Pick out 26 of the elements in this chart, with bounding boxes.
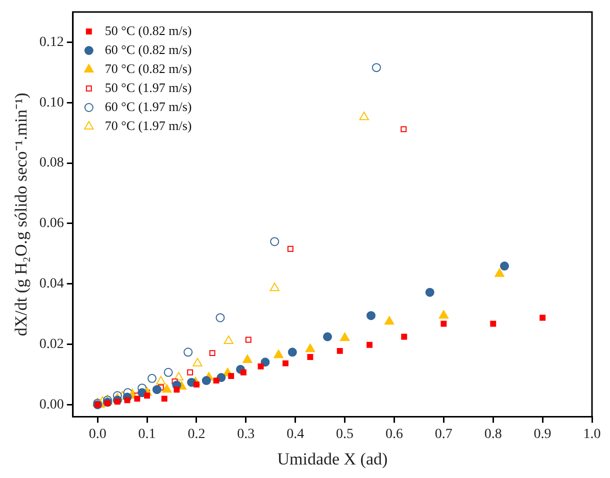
y-tick-label: 0.08 <box>39 156 64 171</box>
x-tick-label: 0.2 <box>188 426 206 442</box>
y-tick-label: 0.12 <box>39 34 64 50</box>
x-tick-label: 0.8 <box>484 426 502 442</box>
y-tick-label: 0.10 <box>39 95 64 110</box>
x-tick-label: 0.6 <box>386 426 403 442</box>
x-tick-label: 0.1 <box>138 426 156 442</box>
legend-label: 50 °C (1.97 m/s) <box>104 80 192 95</box>
y-axis-title: dX/dt (g H₂O.g sólido seco⁻¹.min⁻¹) <box>12 92 31 336</box>
x-tick-label: 0.0 <box>88 426 106 442</box>
y-tick-label: 0.04 <box>39 276 64 292</box>
x-tick-label: 0.3 <box>237 426 255 442</box>
legend-label: 70 °C (1.97 m/s) <box>104 118 192 133</box>
x-tick-label: 1.0 <box>583 426 601 442</box>
x-tick-label: 0.4 <box>286 426 304 442</box>
y-tick-label: 0.02 <box>39 336 64 352</box>
legend-label: 60 °C (1.97 m/s) <box>104 98 192 114</box>
x-tick-label: 0.5 <box>336 426 354 442</box>
y-tick-label: 0.00 <box>39 397 64 412</box>
x-tick-label: 0.9 <box>534 426 552 442</box>
x-axis-title: Umidade X (ad) <box>277 449 388 468</box>
legend-label: 60 °C (0.82 m/s) <box>104 42 192 57</box>
x-tick-label: 0.7 <box>434 426 452 442</box>
legend-label: 50 °C (0.82 m/s) <box>104 22 192 38</box>
y-tick-label: 0.06 <box>39 216 64 232</box>
legend-label: 70 °C (0.82 m/s) <box>104 60 192 76</box>
